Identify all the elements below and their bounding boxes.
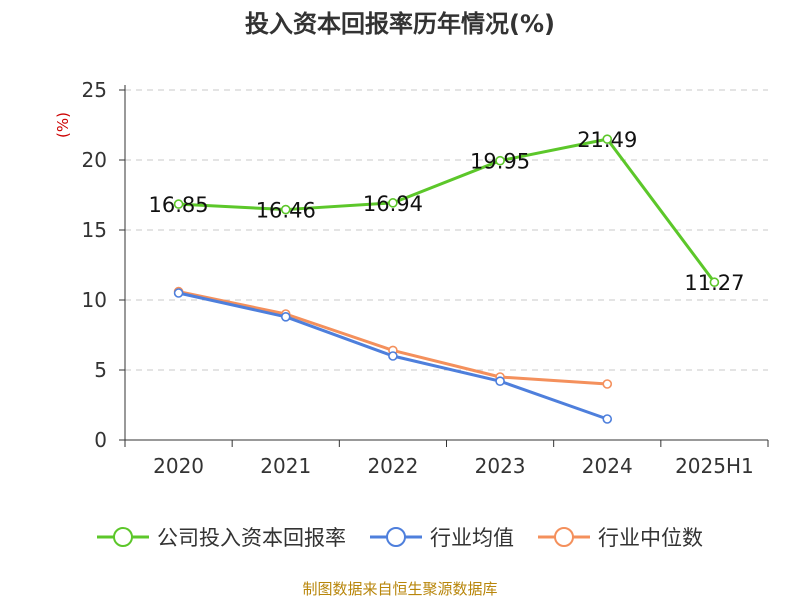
data-point (495, 376, 505, 387)
data-label: 16.94 (363, 192, 423, 216)
data-point (388, 198, 398, 208)
data-label: 16.46 (256, 199, 316, 223)
legend-marker-icon (554, 527, 574, 547)
legend-item: 行业均值 (370, 526, 514, 550)
axes: 0 5 10 15 20 25 2020 2021 2022 2023 2024 2025H1 (%) (54, 78, 769, 478)
legend: 公司投入资本回报率 行业均值 行业中位数 (97, 526, 703, 550)
data-point (709, 277, 720, 288)
legend-label: 行业均值 (430, 526, 514, 550)
data-point (173, 199, 184, 209)
y-tick-label: 20 (82, 148, 107, 172)
y-tick-label: 0 (94, 428, 107, 452)
x-tick-label: 2023 (475, 454, 526, 478)
data-labels: 16.85 16.46 16.94 19.95 21.49 11.27 (149, 128, 745, 295)
y-tick-label: 5 (94, 358, 107, 382)
data-label: 21.49 (577, 128, 637, 152)
data-point (280, 311, 291, 322)
legend-item: 公司投入资本回报率 (97, 526, 346, 550)
x-tick-label: 2022 (367, 454, 418, 478)
legend-item: 行业中位数 (538, 526, 703, 550)
series-0 (173, 134, 720, 288)
data-point (602, 414, 613, 424)
y-tick-label: 25 (82, 78, 107, 102)
data-point (602, 134, 613, 144)
y-axis-unit-label: (%) (54, 112, 72, 138)
legend-label: 公司投入资本回报率 (157, 526, 346, 550)
legend-marker-icon (386, 527, 406, 547)
legend-label: 行业中位数 (598, 526, 703, 550)
series-1 (173, 288, 613, 424)
data-source-footer: 制图数据来自恒生聚源数据库 (302, 580, 498, 598)
chart-title: 投入资本回报率历年情况(%) (245, 10, 555, 38)
data-point (602, 379, 613, 389)
series-2 (173, 286, 613, 389)
data-label: 19.95 (470, 150, 530, 174)
series-layer (173, 134, 720, 424)
x-tick-label: 2024 (582, 454, 633, 478)
data-point (173, 288, 184, 298)
y-tick-label: 10 (82, 288, 107, 312)
x-tick-label: 2020 (153, 454, 204, 478)
data-point (495, 155, 505, 166)
grid-lines (125, 89, 768, 371)
data-label: 16.85 (149, 193, 209, 217)
legend-marker-icon (113, 527, 133, 547)
x-tick-label: 2021 (260, 454, 311, 478)
series-line (178, 137, 716, 284)
y-tick-label: 15 (82, 218, 107, 242)
x-tick-label: 2025H1 (675, 454, 754, 478)
data-point (388, 351, 398, 361)
data-label: 11.27 (684, 271, 744, 295)
data-point (280, 204, 291, 215)
